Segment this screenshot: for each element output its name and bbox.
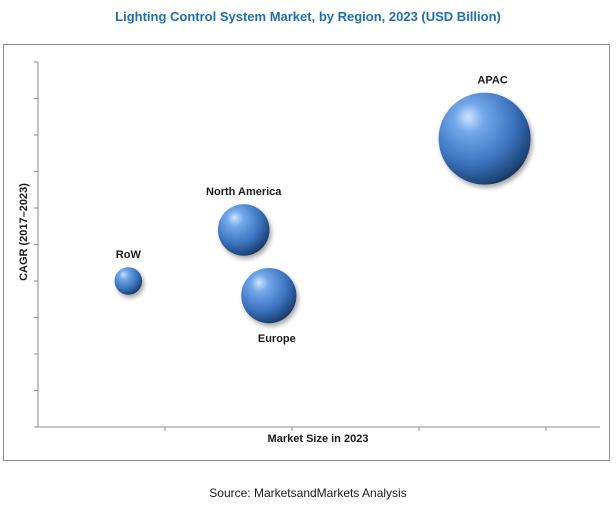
bubble-series: [114, 92, 531, 324]
bubble-europe: [241, 268, 297, 324]
source-note: Source: MarketsandMarkets Analysis: [209, 486, 407, 500]
chart-frame: [3, 44, 610, 461]
y-tick-marks: [34, 61, 38, 428]
bubble-north-america: [217, 204, 270, 256]
bubble-labels: RoW North America Europe APAC: [116, 75, 508, 346]
bubble-label-apac: APAC: [477, 75, 507, 87]
x-tick-marks: [164, 427, 547, 431]
bubble-label-row: RoW: [116, 249, 142, 261]
bubble-row: [114, 267, 143, 295]
bubble-label-north-america: North America: [206, 186, 282, 198]
x-axis-label: Market Size in 2023: [268, 433, 369, 445]
bubble-label-europe: Europe: [258, 333, 296, 345]
bubble-apac: [438, 92, 531, 185]
chart-title: Lighting Control System Market, by Regio…: [115, 9, 501, 24]
y-axis-label: CAGR (2017–2023): [18, 183, 30, 281]
